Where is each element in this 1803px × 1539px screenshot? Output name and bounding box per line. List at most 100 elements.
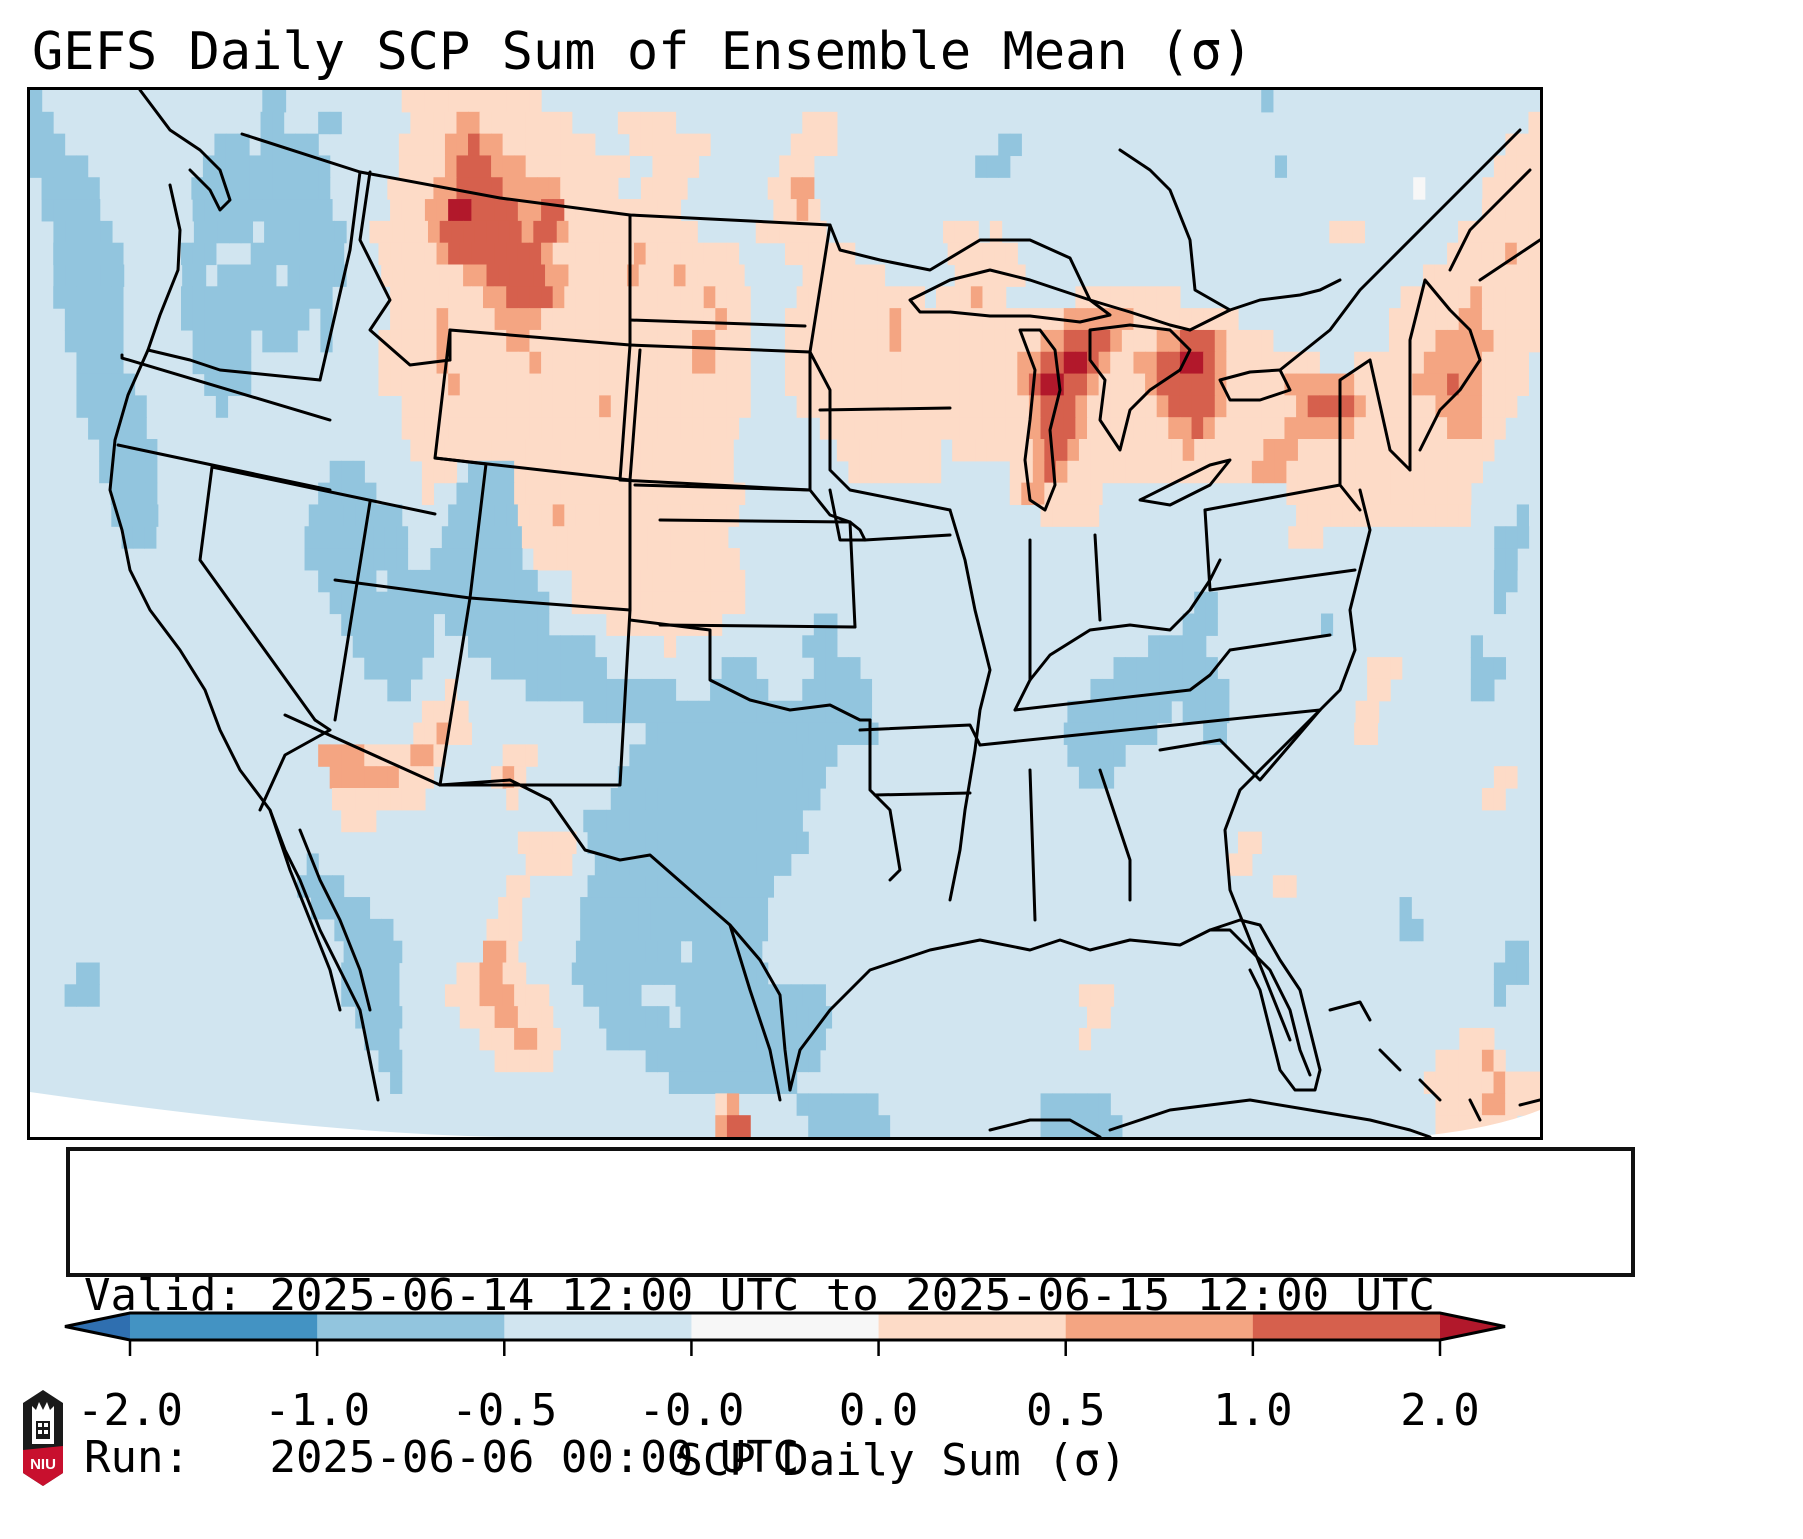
heatmap-cell: [663, 439, 677, 462]
heatmap-cell: [1493, 242, 1506, 266]
heatmap-cell: [638, 897, 651, 920]
heatmap-cell: [843, 722, 856, 745]
heatmap-cell: [610, 417, 623, 440]
heatmap-cell: [1078, 482, 1092, 506]
heatmap-cell: [459, 395, 472, 418]
heatmap-cell: [483, 199, 496, 222]
heatmap-cell: [831, 373, 844, 396]
heatmap-cell: [675, 984, 688, 1007]
heatmap-cell: [692, 242, 705, 266]
heatmap-cell: [640, 700, 654, 724]
heatmap-cell: [726, 351, 740, 375]
colorbar-tick-label: -1.0: [264, 1385, 371, 1436]
heatmap-cell: [622, 286, 635, 309]
heatmap-cell: [673, 918, 687, 942]
heatmap-cell: [529, 308, 542, 331]
heatmap-cell: [1447, 308, 1460, 331]
heatmap-cell: [622, 831, 635, 855]
heatmap-cell: [483, 395, 496, 418]
heatmap-cell: [813, 766, 826, 789]
heatmap-cell: [1288, 526, 1301, 549]
heatmap-cell: [1516, 286, 1529, 309]
heatmap-cell: [510, 526, 523, 549]
heatmap-cell: [629, 700, 642, 724]
heatmap-cell: [1098, 351, 1111, 375]
heatmap-cell: [796, 788, 809, 811]
heatmap-cell: [1528, 329, 1540, 353]
heatmap-cell: [1148, 635, 1161, 658]
heatmap-cell: [510, 548, 523, 571]
heatmap-cell: [1179, 308, 1193, 331]
heatmap-cell: [444, 569, 458, 593]
heatmap-cell: [552, 373, 565, 396]
heatmap-cell: [1399, 918, 1412, 942]
heatmap-cell: [813, 133, 826, 157]
heatmap-cell: [1009, 439, 1022, 462]
heatmap-cell: [571, 569, 584, 593]
heatmap-cell: [1171, 635, 1184, 658]
heatmap-cell: [663, 744, 677, 767]
heatmap-cell: [421, 460, 435, 484]
heatmap-cell: [381, 220, 394, 244]
heatmap-cell: [1424, 482, 1437, 506]
heatmap-cell: [698, 984, 711, 1007]
heatmap-cell: [1458, 417, 1471, 440]
heatmap-cell: [1013, 264, 1026, 287]
heatmap-cell: [1458, 286, 1471, 309]
heatmap-cell: [111, 286, 124, 309]
heatmap-cell: [889, 417, 902, 440]
heatmap-cell: [657, 1006, 670, 1029]
heatmap-cell: [779, 220, 792, 244]
heatmap-cell: [1090, 700, 1103, 724]
heatmap-cell: [1040, 373, 1053, 396]
heatmap-cell: [575, 242, 589, 266]
heatmap-cell: [668, 940, 682, 964]
heatmap-cell: [1458, 504, 1471, 527]
heatmap-cell: [537, 482, 550, 506]
heatmap-cell: [1148, 657, 1161, 680]
heatmap-cell: [468, 482, 481, 506]
heatmap-cell: [471, 351, 484, 375]
heatmap-cell: [329, 744, 342, 767]
heatmap-cell: [813, 111, 826, 135]
heatmap-cell: [692, 940, 705, 964]
heatmap-cell: [479, 613, 492, 636]
heatmap-cell: [1005, 417, 1018, 440]
heatmap-cell: [338, 526, 351, 549]
heatmap-cell: [1075, 504, 1088, 527]
heatmap-cell: [1263, 460, 1276, 484]
heatmap-cell: [392, 220, 406, 244]
heatmap-cell: [506, 788, 519, 811]
heatmap-cell: [468, 613, 481, 636]
heatmap-cell: [802, 744, 815, 767]
heatmap-cell: [866, 308, 879, 331]
heatmap-cell: [1240, 460, 1253, 484]
heatmap-cell: [463, 220, 476, 244]
heatmap-cell: [479, 635, 492, 658]
heatmap-cell: [502, 657, 515, 680]
heatmap-cell: [1191, 395, 1204, 418]
heatmap-cell: [755, 918, 769, 942]
heatmap-cell: [122, 460, 135, 484]
heatmap-cell: [410, 744, 423, 767]
heatmap-cell: [556, 526, 569, 549]
heatmap-cell: [1145, 329, 1158, 353]
heatmap-cell: [373, 548, 386, 571]
heatmap-cell: [982, 417, 995, 440]
heatmap-cell: [583, 460, 596, 484]
heatmap-cell: [1296, 351, 1309, 375]
heatmap-cell: [1493, 351, 1506, 375]
heatmap-cell: [239, 308, 252, 331]
heatmap-cell: [819, 329, 833, 353]
heatmap-cell: [533, 220, 546, 244]
heatmap-cell: [889, 373, 902, 396]
heatmap-cell: [132, 526, 145, 549]
heatmap-cell: [560, 853, 573, 876]
heatmap-cell: [421, 766, 435, 789]
heatmap-cell: [252, 264, 265, 287]
heatmap-cell: [1367, 439, 1380, 462]
heatmap-cell: [192, 308, 205, 331]
heatmap-cell: [1272, 395, 1286, 418]
heatmap-cell: [491, 569, 504, 593]
heatmap-cell: [825, 264, 839, 287]
